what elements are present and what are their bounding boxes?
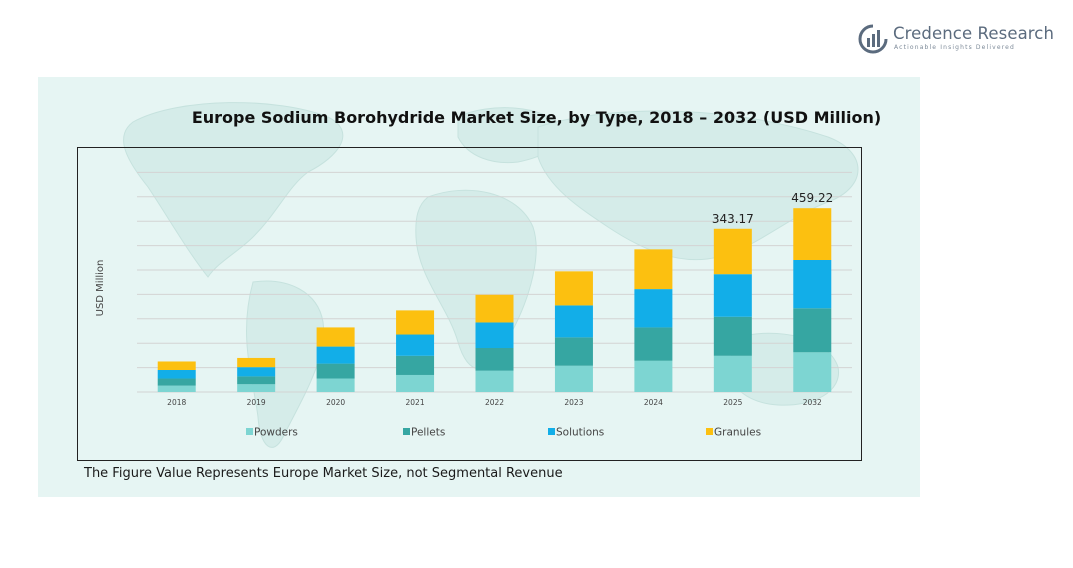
bar-solutions-2019	[237, 367, 276, 377]
bar-powders-2024	[634, 360, 673, 392]
bar-pellets-2019	[237, 376, 276, 385]
bar-solutions-2022	[475, 322, 514, 348]
x-tick-label: 2020	[326, 398, 345, 407]
bar-granules-2023	[554, 271, 593, 306]
bar-powders-2018	[157, 385, 196, 392]
plot-frame	[77, 147, 862, 461]
bar-powders-2032	[793, 352, 832, 392]
bar-powders-2021	[396, 374, 435, 392]
bar-solutions-2021	[396, 334, 435, 356]
x-tick-label: 2024	[644, 398, 663, 407]
legend-swatch-granules	[706, 428, 713, 435]
legend-swatch-solutions	[548, 428, 555, 435]
bar-pellets-2024	[634, 327, 673, 361]
bar-granules-2018	[157, 361, 196, 370]
brand-name: Credence Research	[893, 24, 1055, 43]
x-tick-label: 2018	[167, 398, 186, 407]
legend-label-solutions: Solutions	[556, 427, 604, 439]
legend-label-pellets: Pellets	[411, 427, 445, 439]
bar-granules-2025	[713, 228, 752, 275]
bar-pellets-2025	[713, 316, 752, 356]
bar-pellets-2032	[793, 308, 832, 353]
footnote: The Figure Value Represents Europe Marke…	[84, 466, 563, 481]
bar-pellets-2020	[316, 363, 355, 379]
bar-pellets-2023	[554, 337, 593, 366]
world-map-background	[123, 102, 859, 448]
chart-title: Europe Sodium Borohydride Market Size, b…	[191, 108, 882, 127]
bar-powders-2019	[237, 384, 276, 392]
bar-pellets-2018	[157, 378, 196, 386]
brand-tagline: Actionable Insights Delivered	[894, 44, 1015, 51]
bar-solutions-2024	[634, 289, 673, 328]
bar-powders-2023	[554, 365, 593, 392]
legend-swatch-pellets	[403, 428, 410, 435]
x-tick-label: 2032	[803, 398, 822, 407]
bar-powders-2022	[475, 370, 514, 392]
x-tick-label: 2025	[723, 398, 742, 407]
data-label-2032: 459.22	[791, 191, 833, 205]
bar-granules-2021	[396, 310, 435, 335]
bar-solutions-2018	[157, 370, 196, 379]
bar-pellets-2021	[396, 355, 435, 375]
bar-solutions-2020	[316, 346, 355, 364]
legend-label-granules: Granules	[714, 427, 761, 439]
legend-swatch-powders	[246, 428, 253, 435]
x-tick-label: 2021	[406, 398, 425, 407]
bar-solutions-2025	[713, 274, 752, 317]
bar-solutions-2032	[793, 260, 832, 309]
y-axis-label: USD Million	[95, 260, 106, 317]
x-tick-label: 2022	[485, 398, 504, 407]
data-label-2025: 343.17	[712, 212, 754, 226]
bar-granules-2024	[634, 249, 673, 290]
bar-powders-2020	[316, 378, 355, 392]
bar-granules-2020	[316, 327, 355, 347]
legend-label-powders: Powders	[254, 427, 298, 439]
bar-pellets-2022	[475, 348, 514, 371]
credence-logo-icon	[858, 24, 888, 54]
bar-powders-2025	[713, 355, 752, 392]
x-tick-label: 2023	[564, 398, 583, 407]
brand-logo: Credence Research Actionable Insights De…	[858, 22, 1058, 56]
x-tick-label: 2019	[247, 398, 266, 407]
bar-granules-2019	[237, 357, 276, 368]
bar-granules-2022	[475, 294, 514, 323]
bar-granules-2032	[793, 208, 832, 260]
bar-solutions-2023	[554, 305, 593, 338]
